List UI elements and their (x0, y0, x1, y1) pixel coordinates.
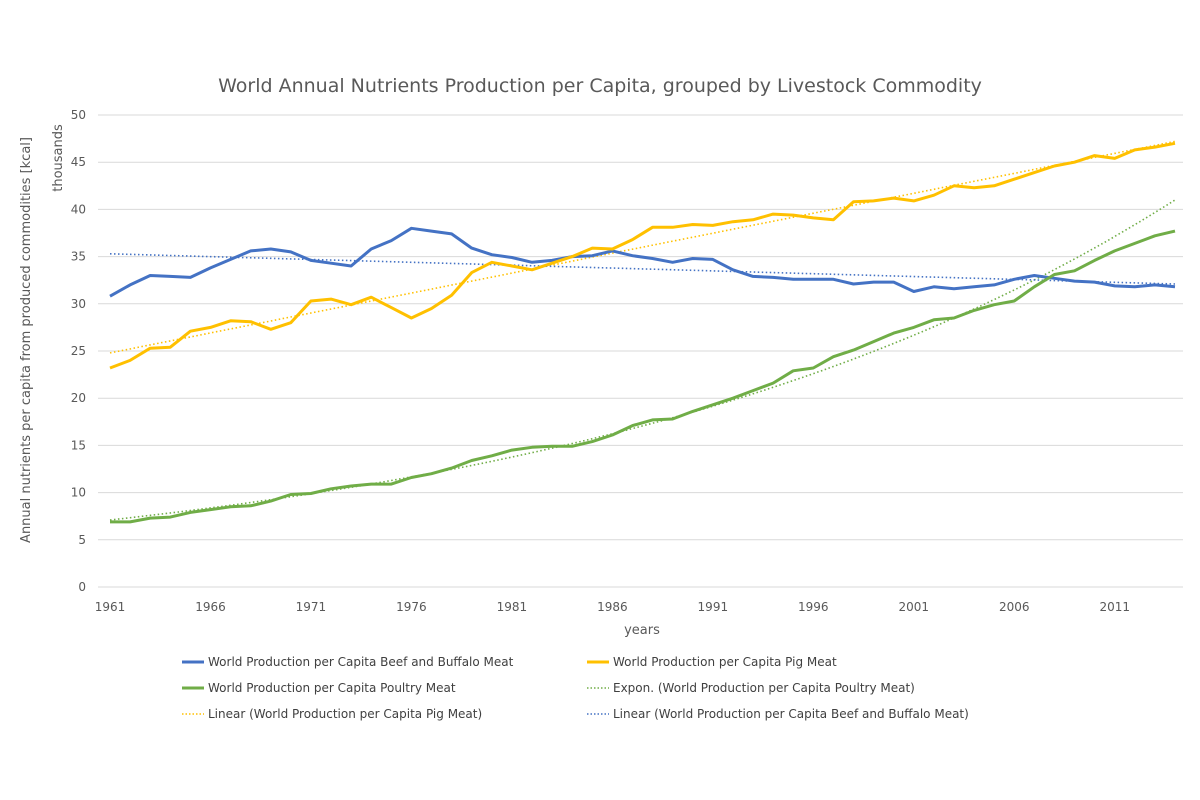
legend-label: World Production per Capita Beef and Buf… (208, 655, 514, 669)
legend-label: Linear (World Production per Capita Pig … (208, 707, 482, 721)
x-tick-label: 2001 (899, 600, 930, 614)
x-tick-label: 1961 (95, 600, 126, 614)
legend-item: Expon. (World Production per Capita Poul… (587, 681, 915, 695)
trendline-linear (109, 140, 1176, 354)
y-tick-label: 25 (71, 344, 86, 358)
y-tick-label: 40 (71, 202, 86, 216)
x-tick-label: 2006 (999, 600, 1030, 614)
y-tick-label: 50 (71, 108, 86, 122)
y-tick-label: 35 (71, 250, 86, 264)
legend-item: World Production per Capita Pig Meat (587, 655, 837, 669)
x-tick-label: 1976 (396, 600, 427, 614)
y-axis-label: Annual nutrients per capita from produce… (19, 137, 34, 543)
y-tick-label: 10 (71, 486, 86, 500)
series-line (110, 229, 1176, 524)
x-tick-label: 1986 (597, 600, 628, 614)
legend: World Production per Capita Beef and Buf… (182, 655, 969, 721)
series-line (109, 226, 1176, 298)
x-tick-label: 1981 (497, 600, 528, 614)
legend-item: World Production per Capita Poultry Meat (182, 681, 456, 695)
y-tick-label: 30 (71, 297, 86, 311)
series-line (109, 141, 1176, 370)
y-tick-label: 45 (71, 155, 86, 169)
y-axis-ticks: 0 5 10 15 20 25 30 35 40 45 50 (71, 108, 86, 594)
y-axis-units: thousands (51, 124, 66, 192)
legend-label: World Production per Capita Pig Meat (613, 655, 837, 669)
legend-item: World Production per Capita Beef and Buf… (182, 655, 514, 669)
chart-title: World Annual Nutrients Production per Ca… (218, 75, 982, 97)
trendline-linear (109, 253, 1176, 285)
trendline-exponential (109, 199, 1176, 521)
y-tick-label: 5 (78, 533, 86, 547)
y-tick-label: 15 (71, 438, 86, 452)
x-tick-label: 1966 (195, 600, 226, 614)
legend-label: Linear (World Production per Capita Beef… (613, 707, 969, 721)
legend-item: Linear (World Production per Capita Pig … (182, 707, 482, 721)
legend-label: Expon. (World Production per Capita Poul… (613, 681, 915, 695)
y-tick-label: 0 (78, 580, 86, 594)
legend-item: Linear (World Production per Capita Beef… (587, 707, 969, 721)
x-axis-ticks: 1961 1966 1971 1976 1981 1986 1991 1996 2001 2006… (95, 600, 1130, 614)
x-tick-label: 1991 (698, 600, 729, 614)
y-tick-label: 20 (71, 391, 86, 405)
x-tick-label: 2011 (1099, 600, 1130, 614)
series-lines (109, 140, 1176, 524)
legend-label: World Production per Capita Poultry Meat (208, 681, 456, 695)
x-tick-label: 1971 (296, 600, 327, 614)
x-tick-label: 1996 (798, 600, 829, 614)
gridlines (98, 114, 1183, 588)
x-axis-label: years (624, 623, 660, 638)
